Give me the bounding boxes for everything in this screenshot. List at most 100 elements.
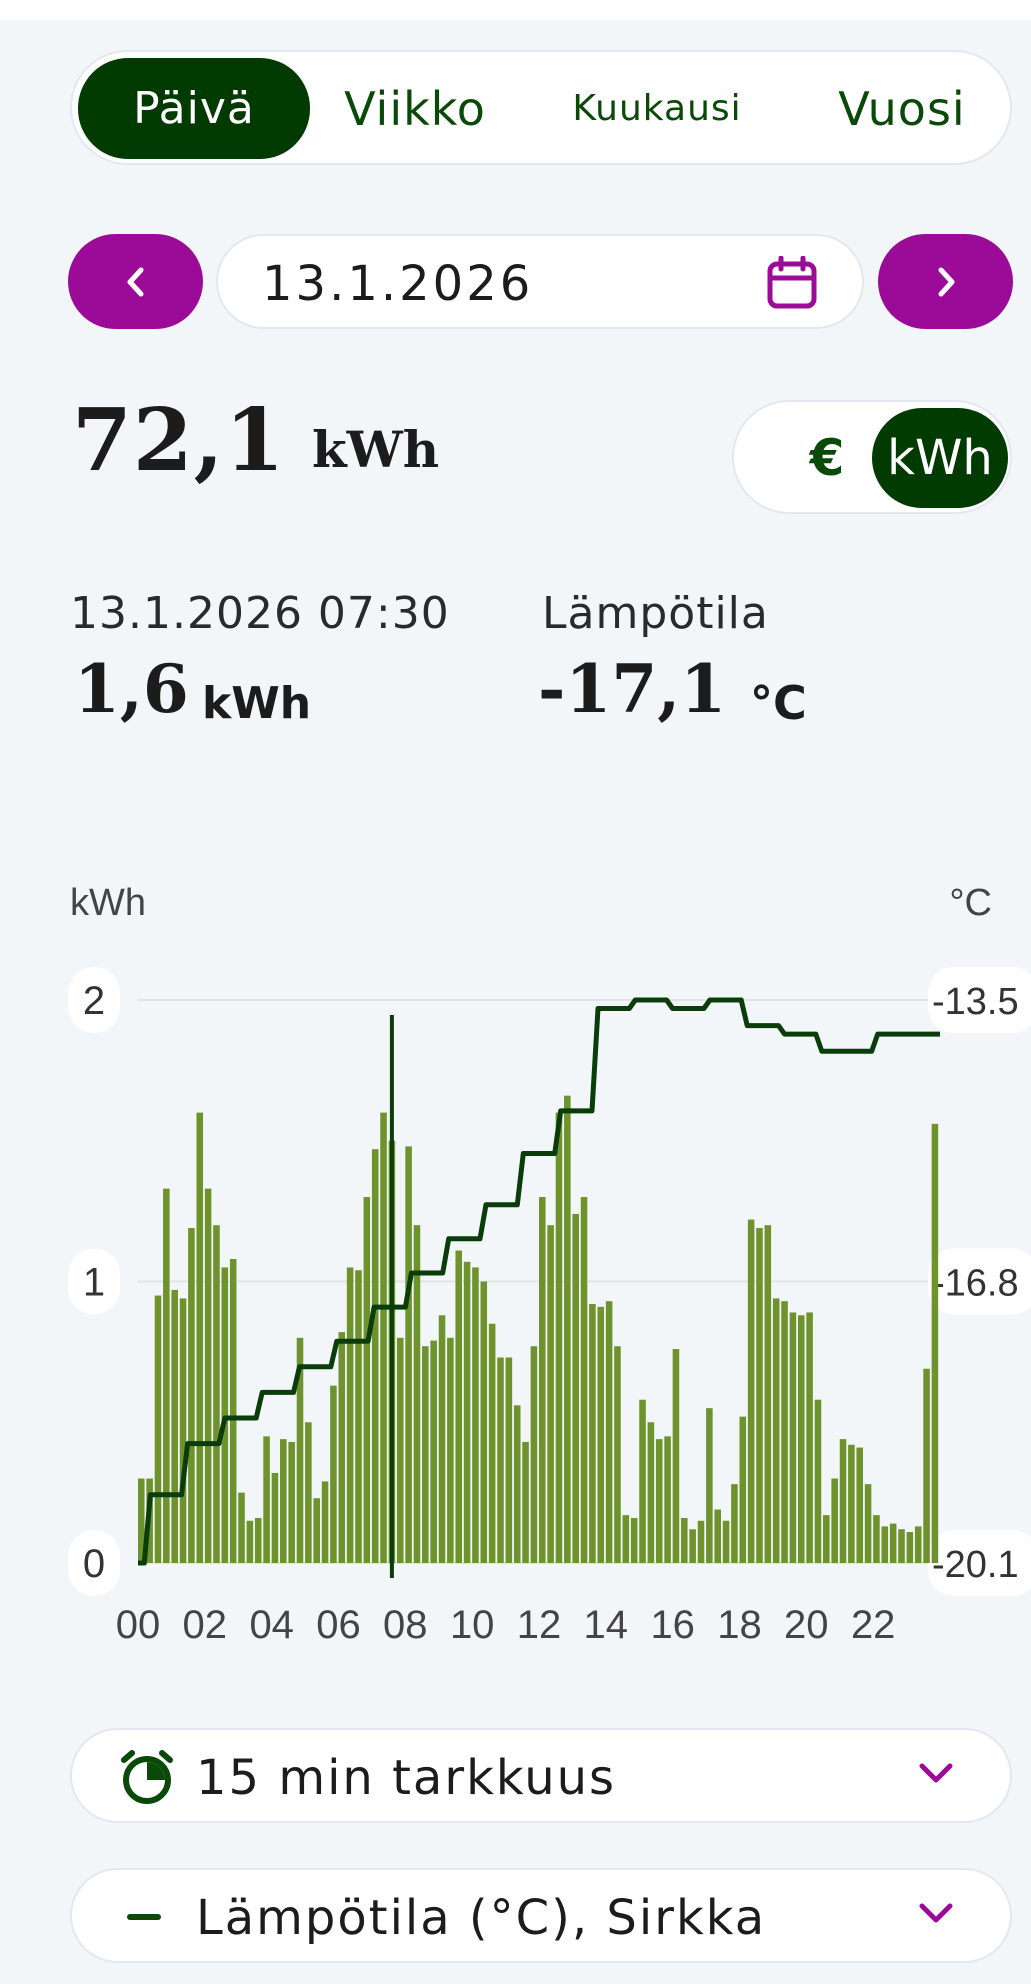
x-tick-label: 10 (450, 1603, 495, 1647)
consumption-bar (772, 1298, 780, 1563)
consumption-bar (706, 1408, 713, 1563)
consumption-bar (605, 1301, 613, 1563)
unit-kwh-option[interactable]: kWh (872, 408, 1008, 508)
consumption-bar (664, 1436, 671, 1563)
consumption-bar (138, 1478, 145, 1563)
consumption-bar (814, 1399, 822, 1563)
tab-year[interactable]: Vuosi (838, 81, 966, 136)
consumption-bar (505, 1357, 513, 1563)
resolution-dropdown[interactable]: 15 min tarkkuus (70, 1728, 1012, 1823)
x-tick-label: 04 (249, 1603, 294, 1647)
consumption-bar (238, 1492, 245, 1564)
y2-tick-label: -20.1 (932, 1544, 1019, 1586)
consumption-bar (438, 1315, 446, 1563)
consumption-bar (371, 1149, 379, 1563)
unit-toggle: € kWh (732, 400, 1012, 514)
consumption-bar (355, 1270, 362, 1563)
consumption-bar (196, 1112, 204, 1563)
consumption-bar (422, 1346, 429, 1563)
next-date-button[interactable] (878, 234, 1013, 329)
y-tick-label: 1 (83, 1261, 105, 1305)
tab-day[interactable]: Päivä (78, 58, 310, 159)
y-tick-label: 2 (83, 979, 105, 1023)
consumption-bar (472, 1267, 479, 1563)
consumption-bar (898, 1529, 905, 1563)
consumption-bar (204, 1188, 212, 1563)
top-strip (0, 0, 1031, 20)
x-tick-label: 12 (517, 1603, 562, 1647)
consumption-bar (697, 1520, 705, 1563)
y-tick-chip (68, 1248, 120, 1315)
date-field[interactable]: 13.1.2026 (216, 234, 864, 329)
temperature-series-dropdown[interactable]: Lämpötila (°C), Sirkka (70, 1868, 1012, 1963)
readout-temperature-value: -17,1 (538, 650, 727, 728)
consumption-bar (171, 1289, 178, 1563)
consumption-bar (589, 1304, 596, 1563)
consumption-bar (923, 1368, 930, 1563)
x-tick-label: 02 (183, 1603, 228, 1647)
consumption-bar (806, 1312, 813, 1563)
chevron-left-icon (127, 267, 143, 296)
consumption-bar (630, 1517, 638, 1563)
consumption-bar (848, 1444, 855, 1563)
consumption-bar (380, 1112, 387, 1563)
consumption-bar (522, 1441, 529, 1563)
y2-tick-chip (928, 967, 1031, 1033)
consumption-bar (246, 1520, 254, 1563)
consumption-bar (330, 1385, 337, 1563)
consumption-bar (789, 1312, 797, 1563)
y-tick-chip (68, 967, 120, 1033)
temperature-series-label: Lämpötila (°C), Sirkka (196, 1890, 767, 1946)
consumption-bar (906, 1532, 914, 1563)
x-tick-label: 00 (116, 1603, 161, 1647)
chevron-down-icon (919, 1763, 953, 1783)
tab-week[interactable]: Viikko (344, 81, 486, 136)
temperature-line (138, 997, 940, 1566)
x-tick-label: 08 (383, 1603, 428, 1647)
previous-date-button[interactable] (68, 234, 203, 329)
consumption-bar (672, 1349, 680, 1563)
consumption-bar (154, 1295, 162, 1563)
period-tabs: Päivä Viikko Kuukausi Vuosi (70, 50, 1012, 165)
consumption-bar (722, 1520, 730, 1563)
consumption-bar (221, 1267, 229, 1563)
consumption-bar (647, 1422, 655, 1563)
y2-axis-unit-label: °C (949, 882, 992, 924)
resolution-label: 15 min tarkkuus (196, 1750, 617, 1806)
consumption-chart[interactable]: kWh °C 0 -20.1 1 -16.8 2 -13.5 00 02 04 06 08 10 12 14 1… (0, 860, 1031, 1680)
consumption-bar (639, 1399, 646, 1563)
consumption-bar (530, 1346, 538, 1563)
consumption-bar (363, 1197, 371, 1563)
unit-euro-option[interactable]: € (809, 429, 845, 487)
y-axis-unit-label: kWh (70, 882, 146, 924)
consumption-bar (881, 1526, 889, 1563)
x-tick-label: 18 (717, 1603, 762, 1647)
consumption-bar (179, 1298, 187, 1563)
readout-kwh-value: 1,6 (74, 650, 189, 728)
consumption-bar (229, 1258, 237, 1563)
consumption-bar (396, 1337, 404, 1563)
consumption-bar (288, 1441, 295, 1563)
consumption-bar (346, 1267, 354, 1563)
chevron-right-icon (938, 267, 954, 296)
readout-temperature-label: Lämpötila (542, 588, 769, 639)
consumption-bar (864, 1484, 872, 1563)
x-tick-label: 16 (650, 1603, 695, 1647)
consumption-bar (413, 1225, 421, 1563)
consumption-bar (280, 1439, 287, 1563)
consumption-bar (731, 1484, 738, 1563)
x-tick-label: 06 (316, 1603, 361, 1647)
calendar-icon[interactable] (766, 256, 818, 310)
readout-temperature-unit: °C (750, 676, 807, 730)
consumption-bar (764, 1225, 772, 1563)
y2-tick-chip (928, 1248, 1031, 1315)
consumption-bar (747, 1219, 755, 1563)
consumption-bar (213, 1225, 220, 1563)
consumption-bar (455, 1250, 463, 1563)
consumption-bar (739, 1416, 747, 1563)
consumption-bar (338, 1332, 346, 1563)
consumption-bar (756, 1228, 763, 1563)
date-text: 13.1.2026 (262, 256, 534, 312)
x-tick-label: 22 (851, 1603, 896, 1647)
tab-month[interactable]: Kuukausi (572, 88, 742, 129)
